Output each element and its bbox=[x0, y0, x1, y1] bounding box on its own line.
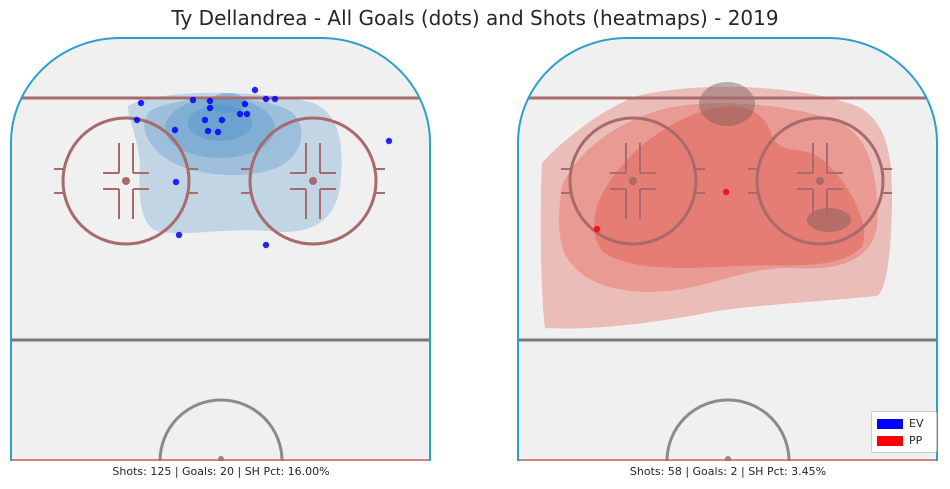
ev-goal-dot bbox=[189, 96, 197, 104]
rink-panel-pp bbox=[517, 37, 939, 461]
ev-goal-dot bbox=[172, 178, 180, 186]
legend-item-pp: PP bbox=[877, 434, 922, 448]
ev-goal-dot bbox=[206, 104, 214, 112]
legend-swatch-pp bbox=[877, 436, 903, 446]
left-faceoff-circle bbox=[61, 116, 191, 246]
rink-panel-ev bbox=[10, 37, 432, 461]
ev-goal-dot bbox=[218, 116, 226, 124]
pp-heatmap-level-3 bbox=[594, 106, 865, 268]
pp-heatmap bbox=[540, 82, 892, 329]
pp-heatmap-level-5 bbox=[807, 208, 851, 232]
ev-heatmap-level-5 bbox=[210, 93, 246, 113]
left-faceoff-dot bbox=[629, 177, 637, 185]
ev-goal-dot bbox=[206, 97, 214, 105]
center-circle bbox=[158, 398, 284, 461]
ev-goal-dot bbox=[262, 241, 270, 249]
right-faceoff-circle bbox=[248, 116, 378, 246]
left-faceoff-dot bbox=[122, 177, 130, 185]
ev-goal-dot bbox=[236, 110, 244, 118]
boards bbox=[10, 37, 432, 461]
ice-surface bbox=[517, 37, 938, 461]
pp-goal-dot bbox=[722, 188, 730, 196]
ev-goal-dot bbox=[133, 116, 141, 124]
ev-goal-dot bbox=[243, 110, 251, 118]
caption-ev: Shots: 125 | Goals: 20 | SH Pct: 16.00% bbox=[112, 465, 330, 478]
caption-pp: Shots: 58 | Goals: 2 | SH Pct: 3.45% bbox=[629, 465, 827, 478]
ev-heatmap bbox=[128, 92, 342, 234]
legend: EV PP bbox=[871, 411, 937, 453]
legend-swatch-ev bbox=[877, 419, 903, 429]
chart-title: Ty Dellandrea - All Goals (dots) and Sho… bbox=[171, 6, 779, 30]
ev-goal-dot bbox=[385, 137, 393, 145]
ev-goal-dot bbox=[137, 99, 145, 107]
legend-label-ev: EV bbox=[909, 417, 924, 430]
ev-goal-dot bbox=[262, 95, 270, 103]
pp-heatmap-level-1 bbox=[540, 86, 892, 329]
ev-goal-dot bbox=[251, 86, 259, 94]
right-faceoff-circle bbox=[755, 116, 885, 246]
legend-label-pp: PP bbox=[909, 434, 923, 447]
right-faceoff-dot bbox=[816, 177, 824, 185]
ice-surface bbox=[10, 37, 431, 461]
ev-goal-dot bbox=[175, 231, 183, 239]
center-circle bbox=[665, 398, 791, 461]
ev-heatmap-level-4 bbox=[188, 105, 252, 141]
ev-goal-dot bbox=[271, 95, 279, 103]
ev-goal-dot bbox=[201, 116, 209, 124]
ev-goal-dot bbox=[171, 126, 179, 134]
legend-item-ev: EV bbox=[877, 417, 923, 431]
right-faceoff-dot bbox=[309, 177, 317, 185]
ev-goal-dot bbox=[214, 128, 222, 136]
boards bbox=[517, 37, 939, 461]
pp-goal-dot bbox=[593, 225, 601, 233]
ev-heatmap-level-1 bbox=[128, 92, 342, 234]
pp-heatmap-level-4 bbox=[699, 82, 755, 126]
ev-goal-dot bbox=[204, 127, 212, 135]
ev-goal-dot bbox=[241, 100, 249, 108]
left-faceoff-circle bbox=[568, 116, 698, 246]
